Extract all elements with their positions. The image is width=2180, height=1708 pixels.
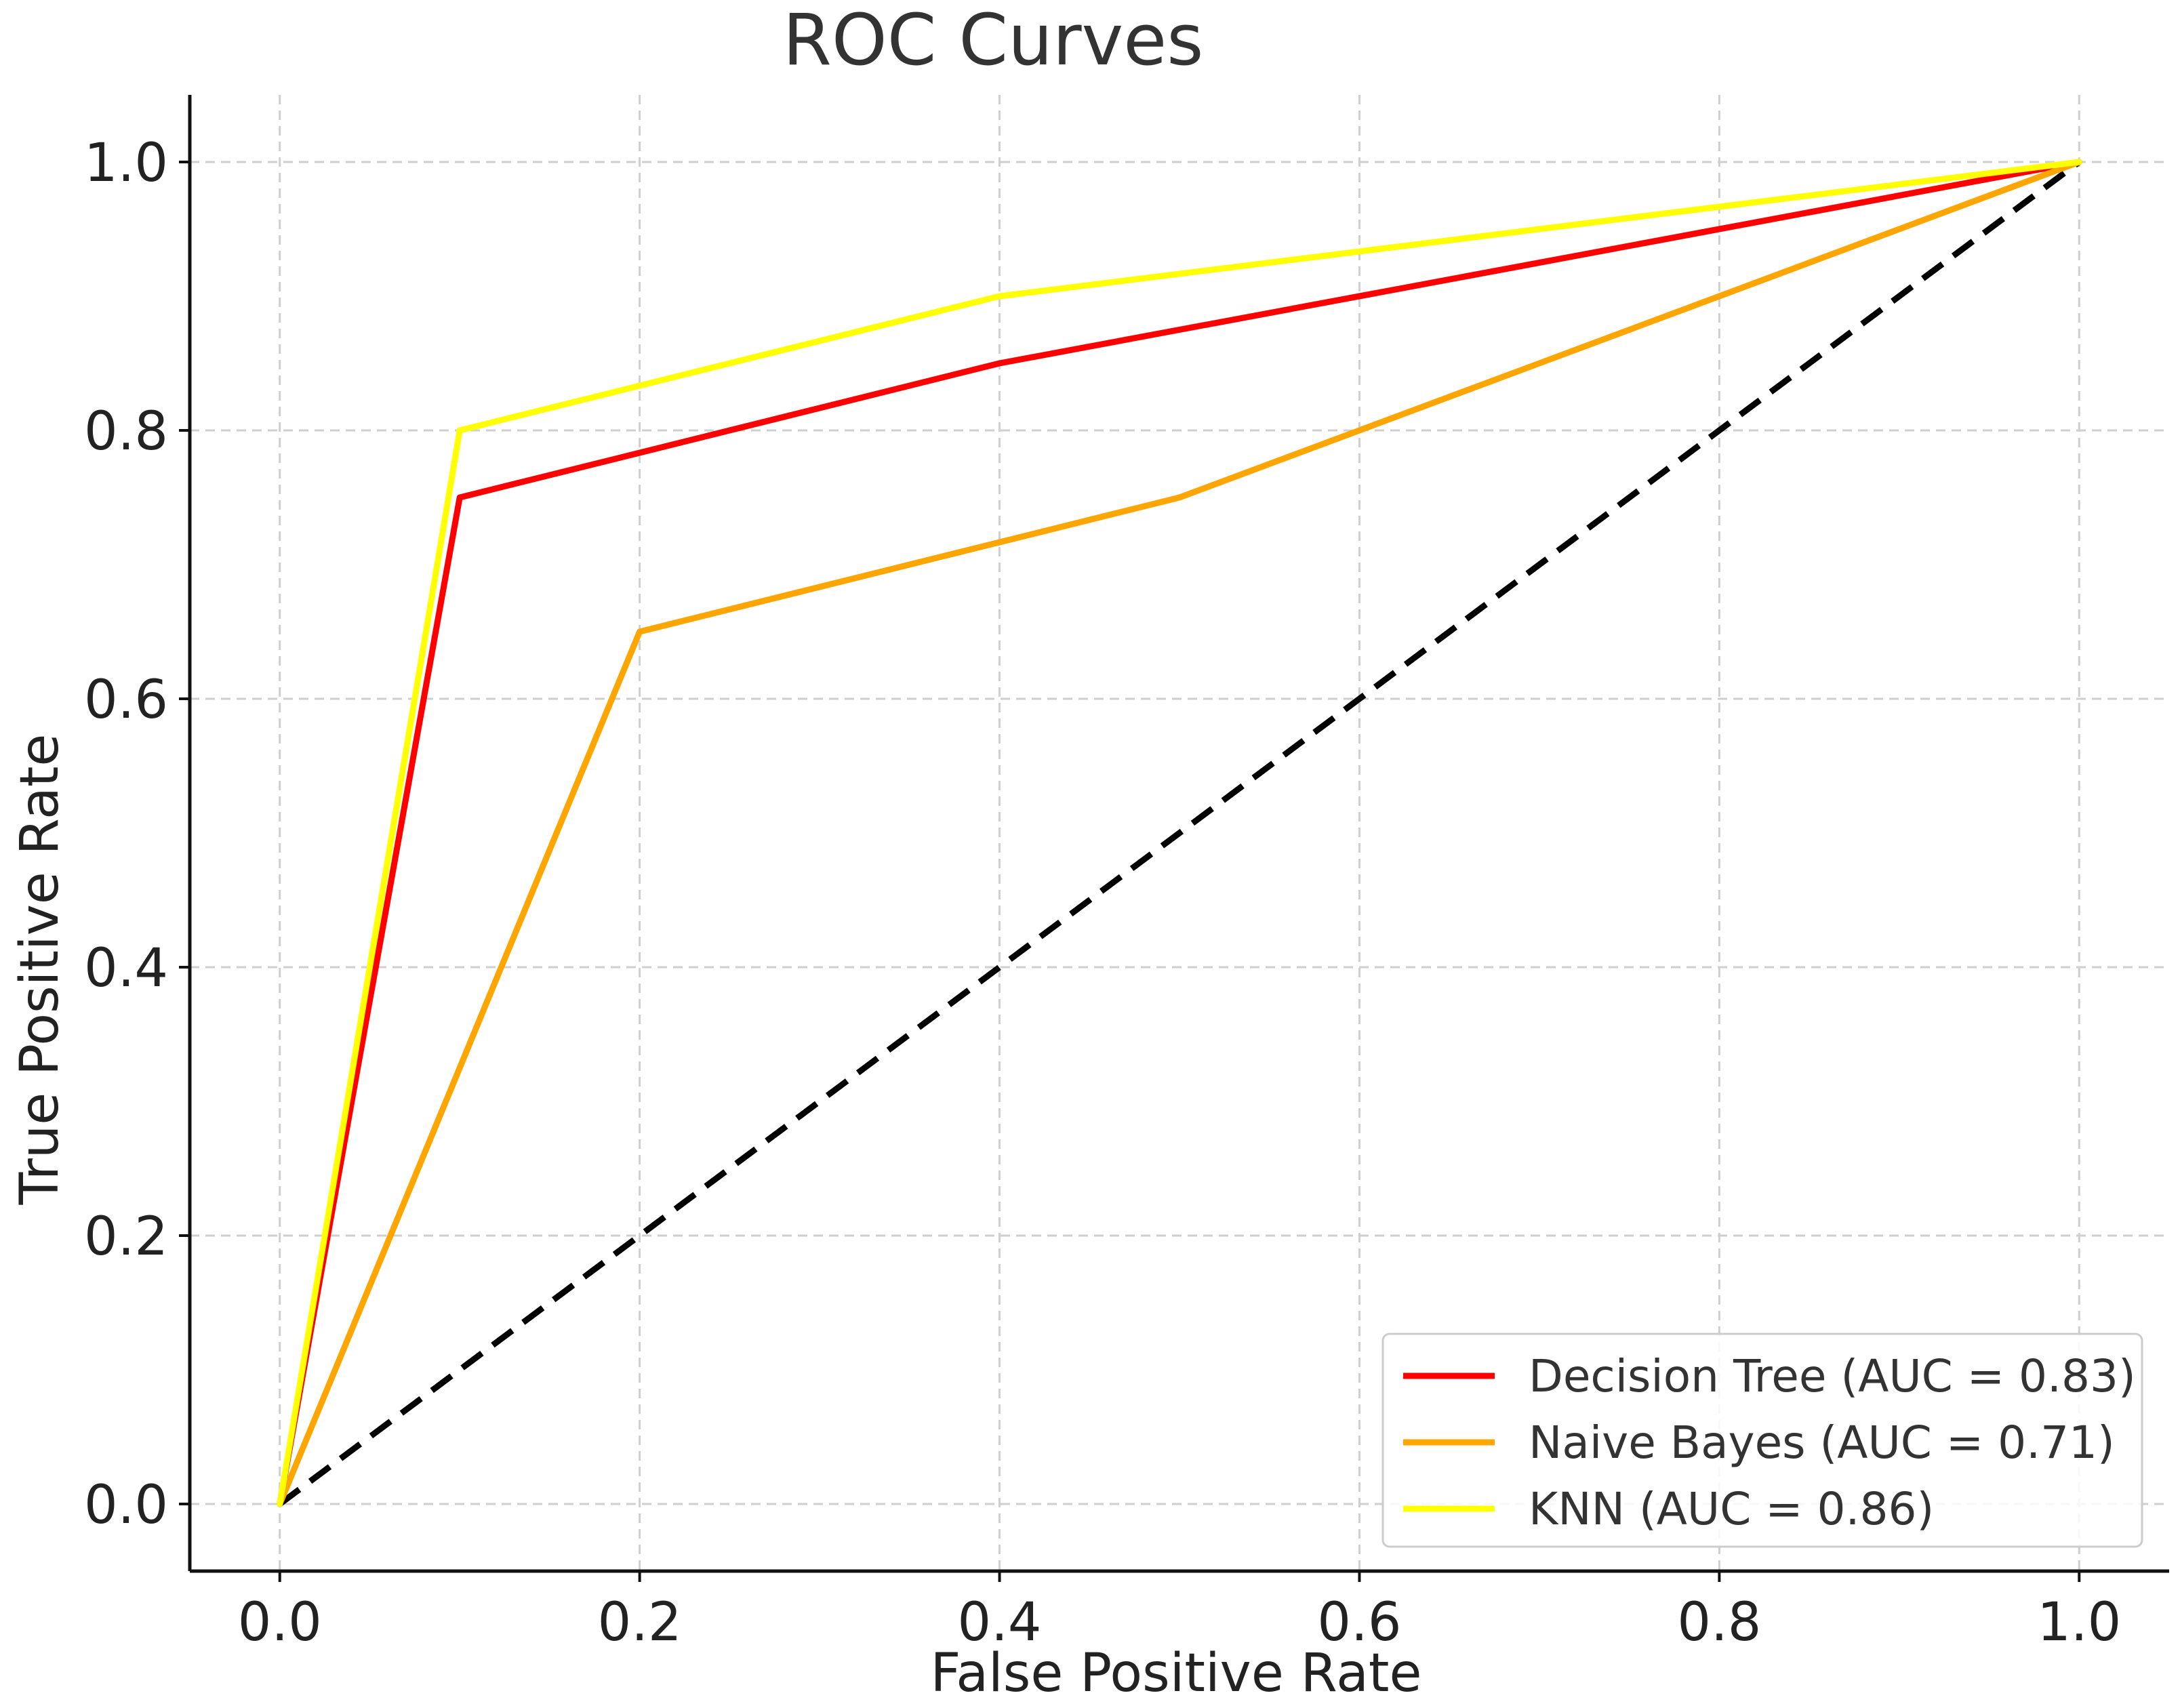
series-group xyxy=(277,159,2082,1507)
legend: Decision Tree (AUC = 0.83) Naive Bayes (A… xyxy=(1381,1333,2143,1548)
y-tick-label: 0.6 xyxy=(84,670,168,731)
y-tick-label: 0.8 xyxy=(84,401,168,462)
x-tick-label: 1.0 xyxy=(2037,1592,2121,1653)
chart-title: ROC Curves xyxy=(783,0,1204,81)
grid xyxy=(190,95,2169,1571)
y-tick-label: 0.4 xyxy=(84,938,168,999)
x-tick-label: 0.8 xyxy=(1677,1592,1761,1653)
x-tick-label: 0.6 xyxy=(1317,1592,1401,1653)
tick-labels: 0.0 0.2 0.4 0.6 0.8 1.0 0.0 0.2 0.4 0.6 0.8 1.0 xyxy=(84,133,2121,1653)
series-line-1 xyxy=(277,159,2082,1507)
reference-diagonal-line xyxy=(278,159,2081,1507)
series-line-2 xyxy=(277,159,2082,1507)
y-tick-label: 0.0 xyxy=(84,1475,168,1536)
legend-label: Decision Tree (AUC = 0.83) xyxy=(1529,1350,2136,1402)
x-tick-label: 0.4 xyxy=(958,1592,1042,1653)
axes xyxy=(179,95,2169,1582)
x-axis-label: False Positive Rate xyxy=(931,1643,1422,1704)
y-tick-label: 0.2 xyxy=(84,1206,168,1267)
x-tick-label: 0.0 xyxy=(238,1592,322,1653)
legend-label: Naive Bayes (AUC = 0.71) xyxy=(1529,1417,2115,1469)
x-tick-label: 0.2 xyxy=(598,1592,682,1653)
legend-label: KNN (AUC = 0.86) xyxy=(1529,1483,1934,1535)
legend-box xyxy=(1381,1333,2143,1548)
reference-line-group xyxy=(278,159,2081,1507)
y-axis-label: True Positive Rate xyxy=(9,734,70,1206)
y-tick-label: 1.0 xyxy=(84,133,168,194)
series-line-0 xyxy=(277,159,2082,1507)
